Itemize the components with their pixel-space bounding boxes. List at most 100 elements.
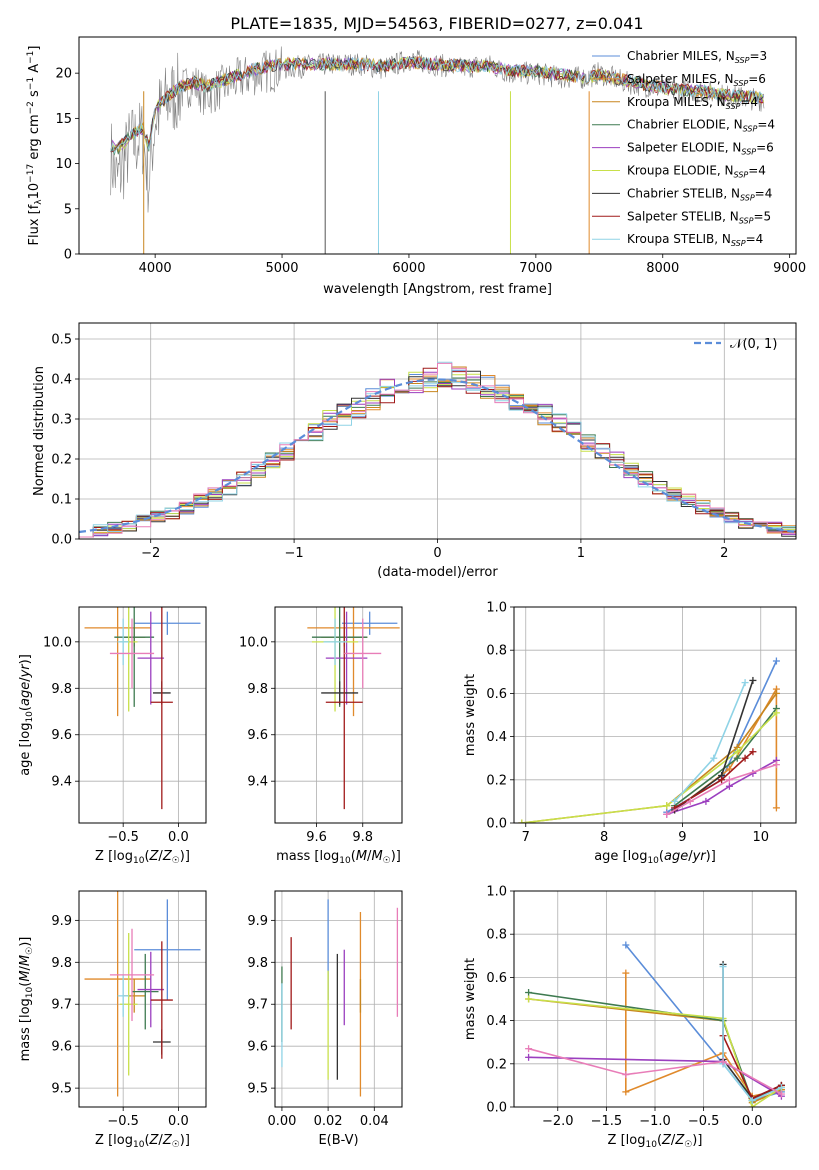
y-tick-label: 5 xyxy=(64,202,72,217)
x-tick-label: 9 xyxy=(678,830,686,845)
x-tick-label: −1 xyxy=(285,546,304,561)
y-tick-label: 0.2 xyxy=(51,453,72,468)
y-axis-label: mass weight xyxy=(463,958,478,1040)
y-tick-label: 9.5 xyxy=(51,1082,72,1097)
axes-frame xyxy=(78,606,207,824)
y-tick-label: 1.0 xyxy=(486,885,507,900)
x-tick-label: 0.02 xyxy=(314,1114,343,1129)
y-tick-label: 9.6 xyxy=(247,1040,268,1055)
legend-label: Chabrier MILES, NSSP=3 xyxy=(627,49,767,65)
histogram-step xyxy=(79,361,796,538)
x-tick-label: 5000 xyxy=(265,261,298,276)
y-tick-label: 10.0 xyxy=(239,635,268,650)
y-tick-label: 9.8 xyxy=(51,682,72,697)
x-tick-label: 0.00 xyxy=(267,1114,296,1129)
y-tick-label: 9.4 xyxy=(51,775,72,790)
x-tick-label: −0.5 xyxy=(688,1114,720,1129)
y-tick-label: 9.7 xyxy=(51,998,72,1013)
x-tick-label: 10 xyxy=(752,830,769,845)
x-tick-label: 0.0 xyxy=(742,1114,763,1129)
legend-label: Chabrier STELIB, NSSP=4 xyxy=(627,186,772,202)
y-axis-label: mass weight xyxy=(463,674,478,756)
panel-mass_vs_Z: −0.5 0.0 9.5 9.6 9.7 9.8 9.9 Z [log10(Z/Z☉)] mas… xyxy=(18,890,207,1150)
y-tick-label: 9.8 xyxy=(247,682,268,697)
y-tick-label: 0.2 xyxy=(486,773,507,788)
x-tick-label: 7 xyxy=(522,830,530,845)
axes-frame xyxy=(78,322,797,540)
y-tick-label: 0.6 xyxy=(486,971,507,986)
legend-label: Chabrier ELODIE, NSSP=4 xyxy=(627,118,775,134)
axes-frame xyxy=(274,890,403,1108)
x-axis-label: wavelength [Angstrom, rest frame] xyxy=(323,282,552,297)
x-axis-label: (data-model)/error xyxy=(377,565,498,580)
x-axis-label: E(B-V) xyxy=(318,1133,358,1148)
y-tick-label: 10 xyxy=(55,157,72,172)
plot-area-age_vs_Z xyxy=(84,607,201,810)
x-tick-label: 0.04 xyxy=(360,1114,389,1129)
y-tick-label: 0.4 xyxy=(486,1014,507,1029)
y-tick-label: 1.0 xyxy=(486,601,507,616)
y-tick-label: 0.0 xyxy=(486,817,507,832)
y-tick-label: 9.9 xyxy=(51,914,72,929)
x-tick-label: −2 xyxy=(141,546,160,561)
x-tick-label: 2 xyxy=(720,546,728,561)
legend-label: 𝒩(0, 1) xyxy=(730,337,777,352)
plot-area-massweight_vs_Z xyxy=(525,941,785,1107)
y-tick-label: 20 xyxy=(55,67,72,82)
y-tick-label: 9.9 xyxy=(247,914,268,929)
x-tick-label: −1.0 xyxy=(639,1114,671,1129)
plot-area-mass_vs_EBV xyxy=(281,899,399,1097)
massweight-line xyxy=(528,998,782,1107)
y-tick-label: 10.0 xyxy=(43,635,72,650)
y-tick-label: 9.8 xyxy=(247,956,268,971)
massweight-line xyxy=(674,751,754,809)
spectrum-model-line xyxy=(110,56,764,155)
x-tick-label: 1 xyxy=(577,546,585,561)
axes-frame xyxy=(78,890,207,1108)
spectrum-model-line xyxy=(110,55,764,152)
massweight-line xyxy=(722,966,782,1102)
x-tick-label: 0.0 xyxy=(168,830,189,845)
y-tick-label: 9.4 xyxy=(247,775,268,790)
plot-area-age_vs_mass xyxy=(307,607,400,810)
legend-label: Salpeter MILES, NSSP=6 xyxy=(627,72,766,88)
panel-residuals: −2 −1 0 1 2 0.0 0.1 0.2 0.3 0.4 0.5 (data-model)/er… xyxy=(32,322,797,580)
plot-area-massweight_vs_age xyxy=(518,657,780,823)
massweight-line xyxy=(521,712,777,823)
y-tick-label: 9.6 xyxy=(51,1040,72,1055)
legend-label: Kroupa STELIB, NSSP=4 xyxy=(627,232,763,248)
x-axis-label: age [log10(age/yr)] xyxy=(594,849,716,866)
x-tick-label: 6000 xyxy=(392,261,425,276)
y-tick-label: 9.6 xyxy=(247,728,268,743)
spectrum-legend: Chabrier MILES, NSSP=3 Salpeter MILES, NS… xyxy=(592,49,775,248)
y-axis-label: age [log10(age/yr)] xyxy=(18,654,35,776)
x-axis-label: Z [log10(Z/Z☉)] xyxy=(95,1133,190,1150)
x-axis-label: mass [log10(M/M☉)] xyxy=(276,849,401,866)
y-tick-label: 0 xyxy=(64,248,72,263)
x-tick-label: −2.0 xyxy=(542,1114,574,1129)
x-tick-label: −1.5 xyxy=(591,1114,623,1129)
x-tick-label: 4000 xyxy=(139,261,172,276)
panel-massweight_vs_age: 7 8 9 10 0.0 0.2 0.4 0.6 0.8 1.0 age [log10(age/yr… xyxy=(463,601,797,866)
x-tick-label: 8 xyxy=(600,830,608,845)
y-tick-label: 0.3 xyxy=(51,413,72,428)
x-axis-label: Z [log10(Z/Z☉)] xyxy=(608,1133,703,1150)
y-tick-label: 0.8 xyxy=(486,644,507,659)
x-tick-label: 8000 xyxy=(646,261,679,276)
y-tick-label: 9.8 xyxy=(51,956,72,971)
y-tick-label: 0.1 xyxy=(51,493,72,508)
axes-frame xyxy=(274,606,403,824)
panel-massweight_vs_Z: −2.0 −1.5 −1.0 −0.5 0.0 0.0 0.2 0.4 0.6 0.8 1.0 Z [… xyxy=(463,885,797,1150)
y-tick-label: 0.4 xyxy=(51,373,72,388)
massweight-line xyxy=(666,763,777,816)
x-tick-label: 7000 xyxy=(519,261,552,276)
legend-label: Kroupa MILES, NSSP=4 xyxy=(627,95,758,111)
massweight-line xyxy=(528,1047,782,1095)
x-axis-label: Z [log10(Z/Z☉)] xyxy=(95,849,190,866)
x-tick-label: 9.8 xyxy=(352,830,373,845)
panel-mass_vs_EBV: 0.00 0.02 0.04 9.5 9.6 9.7 9.8 9.9 E(B-V) xyxy=(247,890,403,1148)
panel-age_vs_Z: −0.5 0.0 9.4 9.6 9.8 10.0 Z [log10(Z/Z☉)] age [… xyxy=(18,606,207,866)
x-tick-label: 9.6 xyxy=(306,830,327,845)
y-axis-label: Flux [fλ10−17 erg cm−2 s−1 A−1] xyxy=(26,46,44,246)
x-tick-label: 0.0 xyxy=(168,1114,189,1129)
